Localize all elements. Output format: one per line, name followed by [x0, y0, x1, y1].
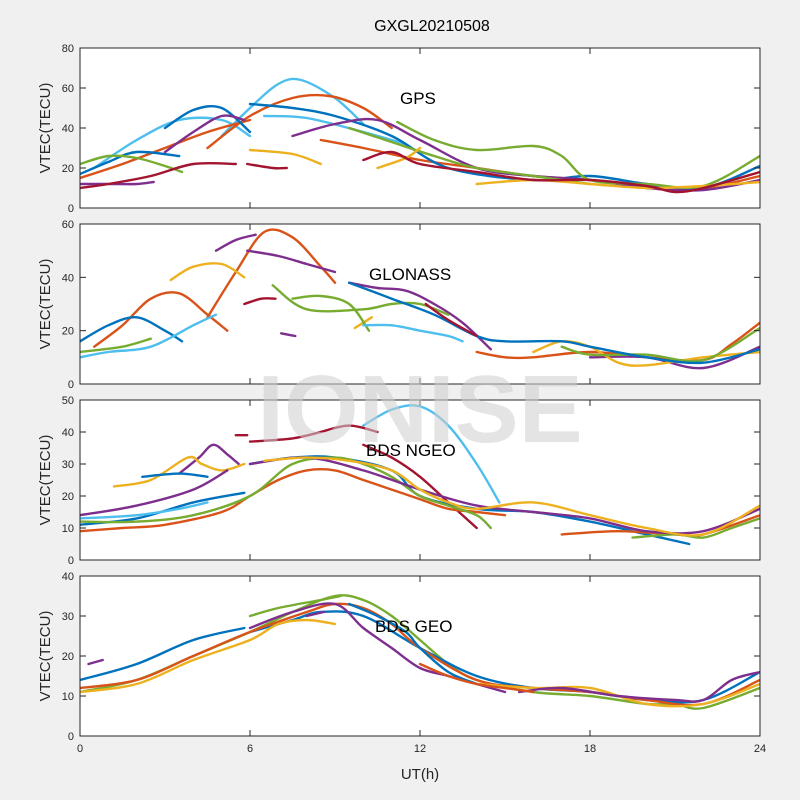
series-line-1	[220, 77, 365, 138]
series-line-2	[248, 430, 322, 443]
series-line-12	[80, 154, 184, 174]
series-line-8	[169, 262, 246, 282]
panel-label: GPS	[400, 89, 436, 108]
y-tick-label: 20	[62, 163, 74, 175]
y-tick-label: 60	[62, 83, 74, 95]
series-line-16	[348, 281, 760, 365]
y-tick-label: 20	[62, 651, 74, 663]
series-line-19	[246, 162, 288, 170]
panel-1: 0 20 40 60 VTEC(TECU) GLONASS	[37, 219, 761, 391]
series-line-16	[263, 456, 760, 537]
series-line-11	[348, 602, 478, 686]
y-axis-title: VTEC(TECU)	[37, 435, 54, 526]
y-tick-label: 10	[62, 523, 74, 535]
series-line-5	[348, 281, 492, 351]
x-tick-label: 0	[77, 743, 83, 755]
panel-0: 0 20 40 60 80 VTEC(TECU) GPS	[37, 43, 761, 215]
series-line-8	[305, 610, 325, 618]
series-line-11	[163, 114, 246, 154]
series-line-6	[87, 658, 104, 666]
series-line-14	[291, 294, 371, 332]
series-line-14	[80, 469, 229, 517]
series-line-9	[518, 670, 760, 703]
figure-title: GXGL20210508	[374, 18, 490, 35]
y-tick-label: 40	[62, 571, 74, 583]
y-tick-label: 60	[62, 219, 74, 231]
series-line-7	[141, 472, 209, 478]
series-line-10	[80, 468, 507, 533]
series-line-13	[631, 517, 760, 539]
x-tick-label: 24	[754, 743, 766, 755]
series-line-3	[319, 424, 379, 434]
series-line-13	[560, 326, 760, 363]
x-axis-title: UT(h)	[401, 766, 439, 783]
y-tick-label: 80	[62, 43, 74, 55]
series-line-4	[80, 618, 337, 694]
series-line-12	[80, 456, 492, 530]
series-line-0	[362, 404, 501, 504]
panel-label: BDS GEO	[375, 617, 452, 636]
y-tick-label: 0	[68, 731, 74, 743]
series-line-4	[80, 118, 252, 180]
series-line-7	[588, 345, 760, 370]
series-line-6	[163, 104, 252, 134]
y-tick-label: 30	[62, 611, 74, 623]
panel-label: GLONASS	[369, 265, 451, 284]
y-tick-label: 0	[68, 379, 74, 391]
x-tick-label: 18	[584, 743, 596, 755]
series-line-20	[424, 302, 478, 338]
series-line-18	[362, 323, 464, 343]
y-tick-label: 20	[62, 326, 74, 338]
series-line-3	[214, 233, 257, 252]
series-line-15	[248, 148, 322, 166]
x-tick-label: 6	[247, 743, 253, 755]
series-group	[80, 228, 760, 370]
y-tick-label: 10	[62, 691, 74, 703]
series-line-17	[80, 313, 218, 359]
panel-2: 0 10 20 30 40 50 VTEC(TECU) BDS NGEO	[37, 395, 761, 567]
plot-area	[80, 576, 760, 736]
plot-area	[80, 48, 760, 208]
y-tick-label: 20	[62, 491, 74, 503]
series-line-11	[271, 284, 450, 316]
series-group	[80, 77, 760, 194]
x-tick-label: 12	[414, 743, 426, 755]
panel-label: BDS NGEO	[366, 441, 456, 460]
y-tick-label: 40	[62, 123, 74, 135]
series-line-12	[80, 337, 152, 354]
series-line-19	[243, 297, 277, 306]
series-line-20	[362, 150, 760, 194]
y-tick-label: 40	[62, 272, 74, 284]
y-axis-title: VTEC(TECU)	[37, 83, 54, 174]
y-axis-title: VTEC(TECU)	[37, 611, 54, 702]
y-tick-label: 30	[62, 459, 74, 471]
series-line-1	[93, 291, 229, 348]
series-group	[80, 594, 760, 710]
series-line-14	[348, 126, 592, 186]
series-group	[80, 404, 760, 546]
series-line-15	[80, 316, 184, 343]
series-line-10	[248, 594, 342, 618]
y-axis-title: VTEC(TECU)	[37, 259, 54, 350]
panel-3: 0 6 12 18 24 0 10 20 30 40 VTEC(TECU) BDS GEO	[37, 571, 766, 755]
watermark: IONISE	[257, 356, 582, 463]
series-line-6	[280, 332, 297, 338]
series-line-6	[112, 455, 246, 488]
series-line-9	[80, 180, 155, 186]
y-tick-label: 40	[62, 427, 74, 439]
y-tick-label: 0	[68, 203, 74, 215]
series-line-5	[178, 443, 240, 475]
series-line-17	[80, 501, 209, 520]
series-line-18	[80, 161, 237, 190]
series-line-3	[206, 93, 393, 150]
series-line-4	[246, 249, 337, 274]
y-tick-label: 50	[62, 395, 74, 407]
series-line-1	[80, 626, 246, 682]
series-line-12	[418, 662, 535, 694]
y-tick-label: 0	[68, 555, 74, 567]
